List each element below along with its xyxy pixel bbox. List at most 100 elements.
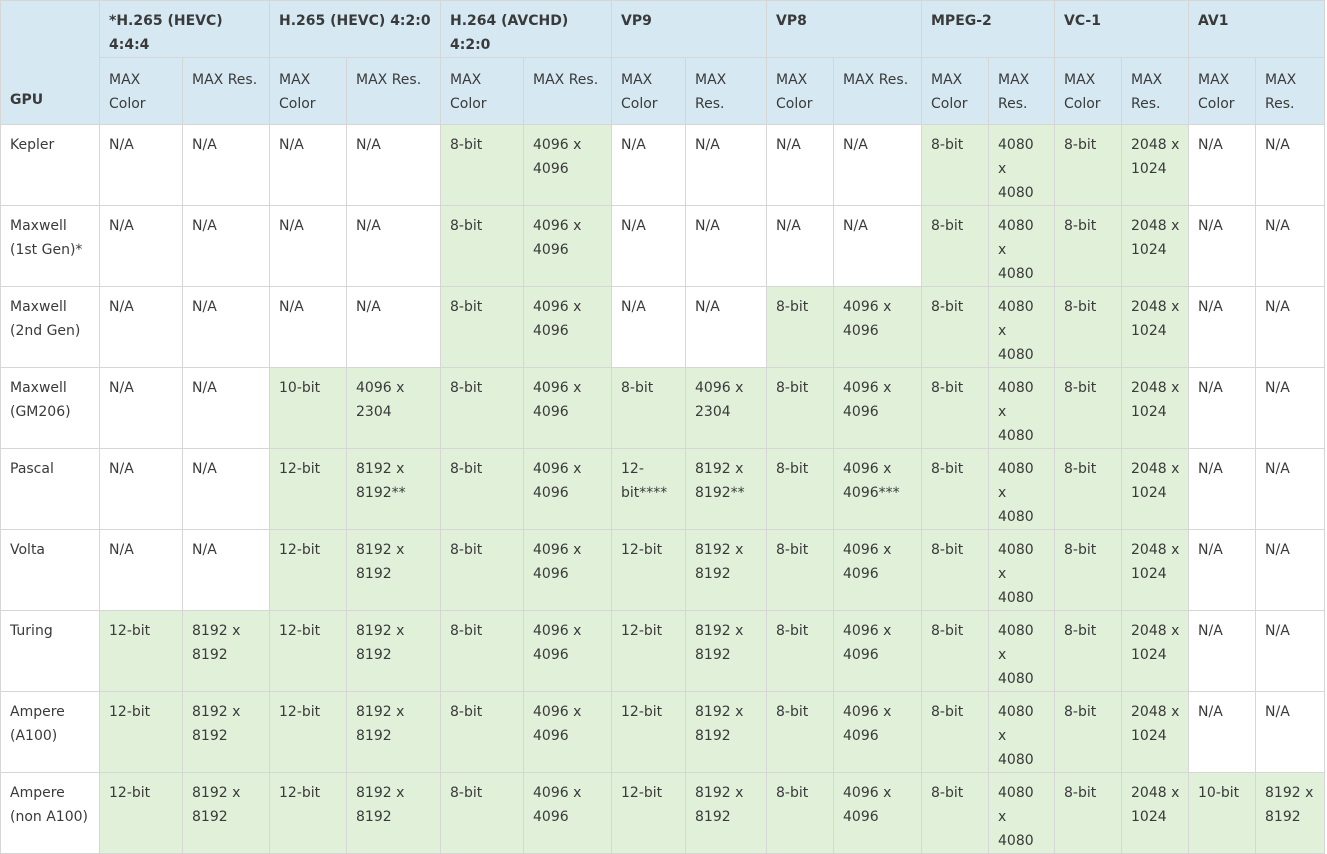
max-color-cell: 8-bit [440,448,524,530]
table-row: Volta N/A N/A 12-bit 8192 x 8192 8-bit 4096 x … [0,529,1326,611]
codec-header-row: GPU *H.265 (HEVC) 4:4:4 H.265 (HEVC) 4:2… [0,0,1326,125]
max-color-cell: 8-bit [921,124,989,206]
max-res-cell: 2048 x 1024 [1120,691,1190,773]
max-color-cell: 8-bit [440,610,524,692]
subheader-max-res: MAX Res. [523,57,612,125]
max-res-cell: 8192 x 8192 [346,772,441,854]
gpu-name-cell: Maxwell (GM206) [0,367,100,449]
max-color-cell: N/A [99,286,183,368]
max-res-cell: 2048 x 1024 [1120,529,1190,611]
max-color-cell: 8-bit [1054,205,1122,287]
max-res-cell: 4096 x 4096 [523,286,612,368]
max-res-cell: 4096 x 4096 [523,367,612,449]
max-res-cell: 8192 x 8192 [182,610,270,692]
max-res-cell: 4080 x 4080 [988,610,1055,692]
max-res-cell: 4096 x 4096 [523,205,612,287]
max-color-cell: 8-bit [440,529,524,611]
max-color-cell: N/A [1188,691,1257,773]
max-color-cell: 12-bit [269,691,347,773]
codec-header-h264: H.264 (AVCHD) 4:2:0 [440,0,612,58]
max-color-cell: 12-bit [269,610,347,692]
max-color-cell: 8-bit [921,772,989,854]
max-res-cell: N/A [1255,529,1326,611]
subheader-max-color: MAX Color [269,57,347,125]
max-res-cell: N/A [182,529,270,611]
max-color-cell: 12-bit [611,529,686,611]
max-res-cell: 8192 x 8192 [685,529,767,611]
max-color-cell: N/A [1188,124,1257,206]
max-res-cell: 4096 x 4096 [523,772,612,854]
gpu-name-cell: Turing [0,610,100,692]
max-color-cell: N/A [269,124,347,206]
max-color-cell: N/A [766,205,834,287]
max-color-cell: N/A [269,286,347,368]
table-row: Maxwell (2nd Gen) N/A N/A N/A N/A 8-bit 4096 x… [0,286,1326,368]
max-color-cell: 8-bit [1054,529,1122,611]
max-res-cell: 8192 x 8192 [685,772,767,854]
max-res-cell: N/A [833,205,922,287]
max-res-cell: N/A [1255,124,1326,206]
table-header: GPU *H.265 (HEVC) 4:4:4 H.265 (HEVC) 4:2… [0,0,1326,125]
max-color-cell: 8-bit [440,124,524,206]
max-res-cell: 4080 x 4080 [988,772,1055,854]
table-row: Maxwell (1st Gen)* N/A N/A N/A N/A 8-bit 4096 … [0,205,1326,287]
max-res-cell: 4080 x 4080 [988,448,1055,530]
max-color-cell: N/A [1188,448,1257,530]
max-res-cell: 8192 x 8192 [182,772,270,854]
table-row: Turing 12-bit 8192 x 8192 12-bit 8192 x 8192… [0,610,1326,692]
max-color-cell: 12-bit [269,448,347,530]
max-res-cell: 4096 x 4096 [523,691,612,773]
subheader-max-res: MAX Res. [1120,57,1190,125]
subheader-max-color: MAX Color [440,57,524,125]
max-color-cell: 8-bit [921,286,989,368]
max-res-cell: N/A [1255,448,1326,530]
max-res-cell: 4096 x 4096 [523,448,612,530]
max-color-cell: 8-bit [440,772,524,854]
max-color-cell: 8-bit [921,367,989,449]
max-res-cell: N/A [1255,205,1326,287]
max-res-cell: 4096 x 2304 [685,367,767,449]
max-color-cell: 8-bit [440,205,524,287]
max-color-cell: 8-bit [921,448,989,530]
max-res-cell: 2048 x 1024 [1120,772,1190,854]
table-row: Ampere (A100) 12-bit 8192 x 8192 12-bit 8192… [0,691,1326,773]
max-res-cell: N/A [1255,286,1326,368]
max-res-cell: N/A [685,286,767,368]
max-res-cell: N/A [346,205,441,287]
max-color-cell: N/A [1188,610,1257,692]
gpu-name-cell: Maxwell (2nd Gen) [0,286,100,368]
max-color-cell: 8-bit [921,205,989,287]
max-res-cell: 4080 x 4080 [988,286,1055,368]
max-res-cell: 4096 x 4096 [833,529,922,611]
max-color-cell: 8-bit [1054,124,1122,206]
max-color-cell: 8-bit [1054,772,1122,854]
max-color-cell: 8-bit [440,691,524,773]
max-color-cell: 12-bit [611,772,686,854]
max-color-cell: 8-bit [1054,448,1122,530]
max-color-cell: N/A [99,448,183,530]
max-color-cell: N/A [611,124,686,206]
max-color-cell: N/A [99,367,183,449]
max-res-cell: N/A [182,205,270,287]
max-res-cell: 4096 x 4096 [833,691,922,773]
table-row: Kepler N/A N/A N/A N/A 8-bit 4096 x 4096 N/A N/A… [0,124,1326,206]
max-res-cell: 4096 x 4096*** [833,448,922,530]
max-color-cell: 10-bit [1188,772,1257,854]
max-res-cell: N/A [182,367,270,449]
max-res-cell: N/A [182,286,270,368]
max-color-cell: 8-bit [766,286,834,368]
max-res-cell: 8192 x 8192 [346,529,441,611]
max-res-cell: 4080 x 4080 [988,205,1055,287]
max-color-cell: N/A [611,286,686,368]
subheader-max-res: MAX Res. [988,57,1055,125]
max-res-cell: N/A [1255,691,1326,773]
max-color-cell: 8-bit [1054,691,1122,773]
max-color-cell: 8-bit [440,286,524,368]
max-color-cell: 8-bit [766,448,834,530]
max-color-cell: 8-bit [921,691,989,773]
max-res-cell: N/A [182,124,270,206]
max-res-cell: 2048 x 1024 [1120,205,1190,287]
max-res-cell: N/A [1255,367,1326,449]
max-res-cell: 8192 x 8192** [685,448,767,530]
